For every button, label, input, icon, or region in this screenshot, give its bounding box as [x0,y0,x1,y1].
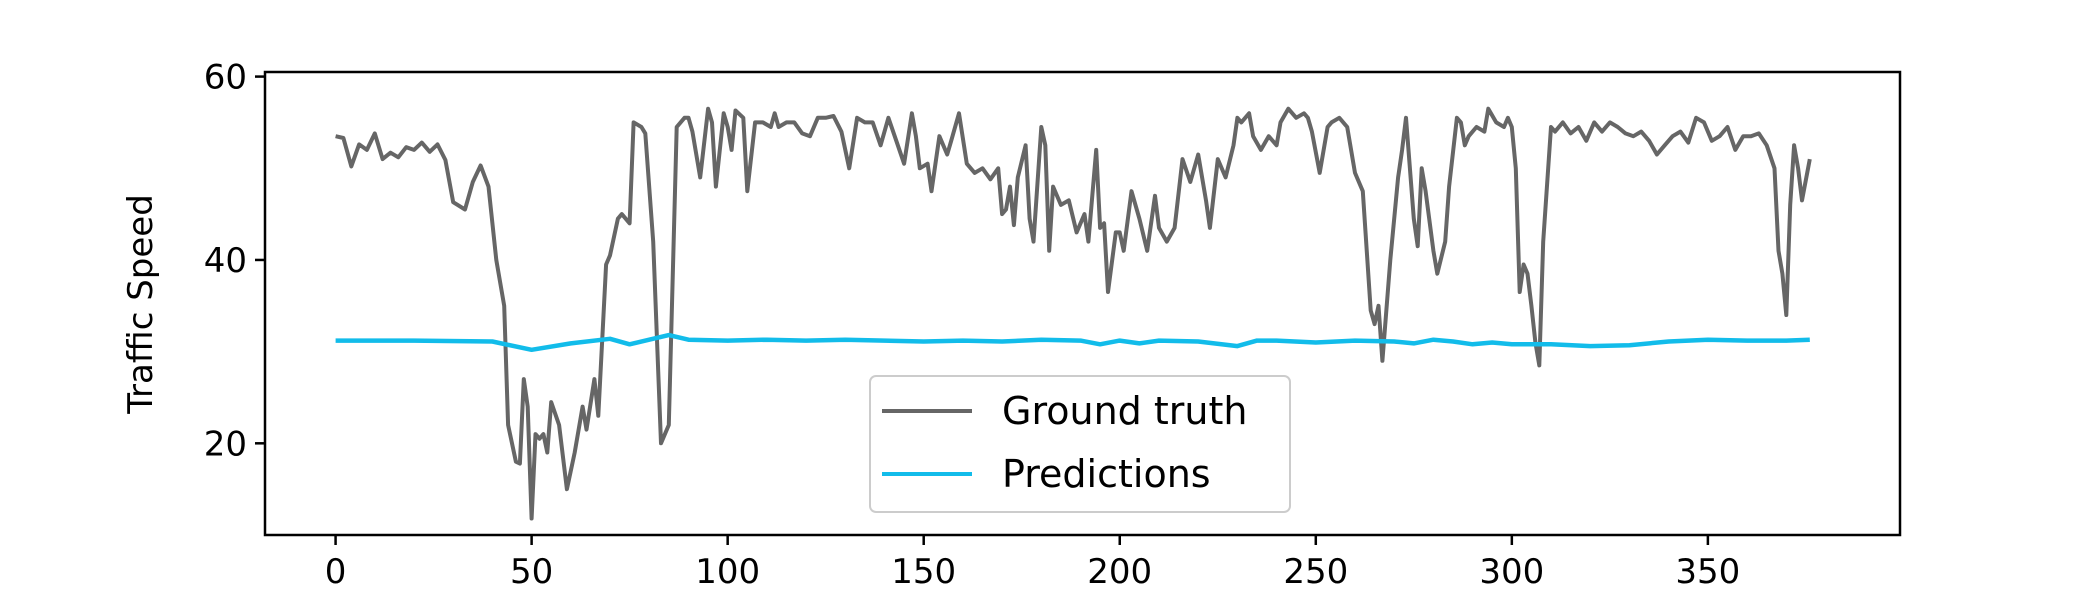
legend: Ground truth Predictions [869,375,1291,513]
y-axis: 20 40 60 [204,58,265,464]
x-tick-label: 100 [695,552,760,592]
legend-box [869,375,1291,513]
series-layer [335,106,1812,521]
series-line-ground-truth [335,106,1812,521]
x-tick-label: 300 [1479,552,1544,592]
x-tick-label: 200 [1087,552,1152,592]
x-tick-label: 150 [891,552,956,592]
y-axis-label: Traffic Speed [121,194,161,415]
x-tick-label: 350 [1675,552,1740,592]
y-tick-label: 20 [204,424,247,464]
legend-label-ground-truth: Ground truth [1002,389,1247,433]
y-tick-label: 40 [204,241,247,281]
x-tick-label: 0 [325,552,347,592]
x-axis: 0 50 100 150 200 250 300 350 [325,535,1740,592]
x-tick-label: 50 [510,552,553,592]
y-tick-label: 60 [204,58,247,98]
x-tick-label: 250 [1283,552,1348,592]
series-line-predictions [335,332,1810,353]
legend-label-predictions: Predictions [1002,452,1211,496]
plot-frame [263,70,1902,537]
